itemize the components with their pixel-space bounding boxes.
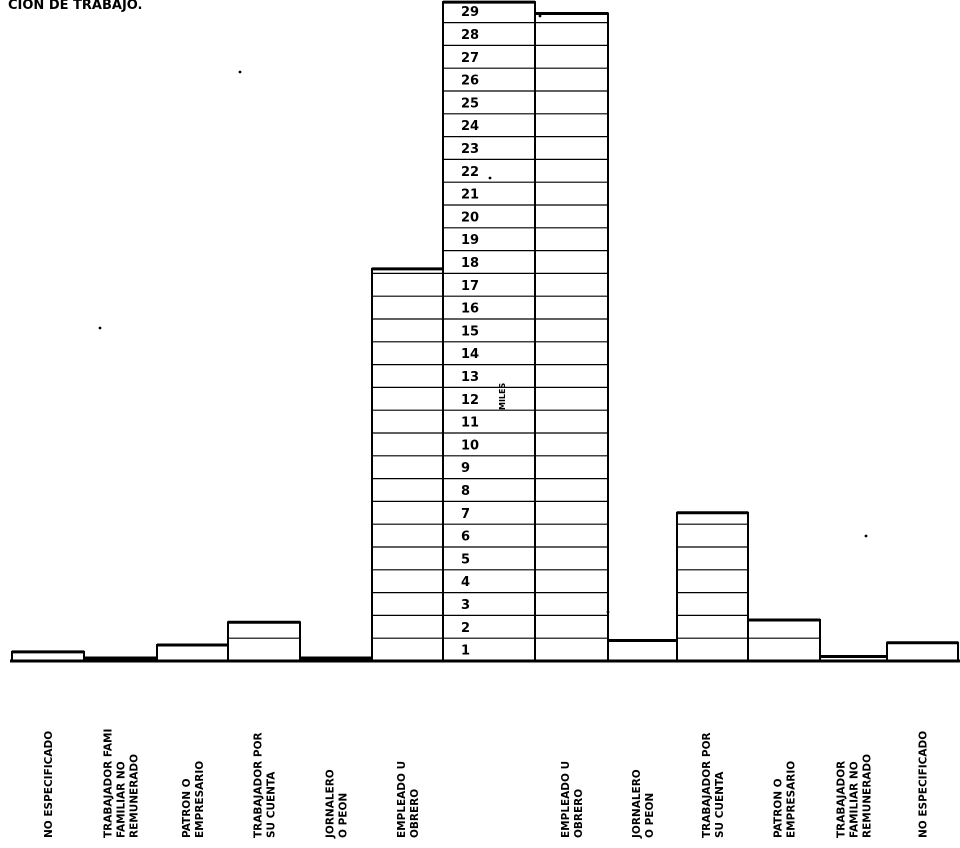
category-label: SU CUENTA <box>266 771 278 838</box>
category-label: EMPLEADO U <box>396 761 408 838</box>
tick-label: 7 <box>461 507 470 522</box>
tick-label: 8 <box>461 484 470 499</box>
category-label: OBRERO <box>573 789 585 838</box>
category-label: SU CUENTA <box>714 771 726 838</box>
category-label: FAMILIAR NO <box>116 761 128 838</box>
tick-label: 2 <box>461 621 470 636</box>
category-label: NO ESPECIFICADO <box>918 731 930 838</box>
tick-label: 20 <box>461 210 479 225</box>
scan-speck <box>606 610 610 614</box>
tick-label: 14 <box>461 347 479 362</box>
category-label: REMUNERADO <box>862 754 874 838</box>
category-label: PATRON O <box>773 778 785 838</box>
tick-label: 21 <box>461 188 479 203</box>
tick-label: 27 <box>461 51 479 66</box>
bar <box>371 267 444 662</box>
tick-label: 3 <box>461 598 470 613</box>
tick-label: 26 <box>461 74 479 89</box>
unit-label: MILES <box>498 383 507 411</box>
category-labels-group: NO ESPECIFICADO TRABAJADOR FAMI FAMILIAR N… <box>43 729 930 839</box>
category-label: O PEON <box>644 793 656 838</box>
category-label: JORNALERO <box>325 769 337 839</box>
tick-labels-group: 1234567891011121314151617181920212223242… <box>461 5 479 658</box>
bar <box>747 618 821 663</box>
category-label: TRABAJADOR <box>836 761 848 838</box>
tick-label: 23 <box>461 142 479 157</box>
tick-label: 15 <box>461 324 479 339</box>
tick-label: 4 <box>461 575 470 590</box>
bar <box>156 644 229 662</box>
category-label: OBRERO <box>409 789 421 838</box>
category-label: REMUNERADO <box>129 754 141 838</box>
category-label: TRABAJADOR FAMI <box>103 729 115 838</box>
tick-label: 22 <box>461 165 479 180</box>
category-label: NO ESPECIFICADO <box>43 731 55 838</box>
tick-label: 28 <box>461 28 479 43</box>
category-label: EMPRESARIO <box>786 761 798 838</box>
category-label: TRABAJADOR POR <box>701 732 713 838</box>
tick-label: 12 <box>461 393 479 408</box>
bar <box>534 12 609 663</box>
tick-label: 17 <box>461 279 479 294</box>
scan-speck <box>864 534 868 538</box>
bar <box>442 1 536 662</box>
tick-label: 24 <box>461 119 479 134</box>
category-label: TRABAJADOR POR <box>253 732 265 838</box>
bar <box>607 639 678 662</box>
scan-speck <box>238 70 242 74</box>
bars-group <box>10 0 960 663</box>
category-label: O PEON <box>338 793 350 838</box>
tick-label: 16 <box>461 302 479 317</box>
tick-label: 1 <box>461 644 470 659</box>
tick-label: 10 <box>461 438 479 453</box>
tick-label: 13 <box>461 370 479 385</box>
category-label: EMPLEADO U <box>560 761 572 838</box>
category-label: FAMILIAR NO <box>849 761 861 838</box>
scan-speck <box>538 14 542 18</box>
tick-label: 5 <box>461 552 470 567</box>
scan-speck <box>488 176 492 180</box>
tick-label: 29 <box>461 5 479 20</box>
bar <box>227 621 301 662</box>
tick-label: 18 <box>461 256 479 271</box>
scan-speck <box>98 326 102 330</box>
category-label: PATRON O <box>181 778 193 838</box>
tick-label: 25 <box>461 96 479 111</box>
tick-label: 19 <box>461 233 479 248</box>
tick-label: 11 <box>461 416 479 431</box>
category-label: EMPRESARIO <box>194 761 206 838</box>
tick-label: 9 <box>461 461 470 476</box>
tick-label: 6 <box>461 530 470 545</box>
bar <box>886 641 959 663</box>
chart-title: CION DE TRABAJO. <box>8 0 142 13</box>
category-label: JORNALERO <box>631 769 643 839</box>
